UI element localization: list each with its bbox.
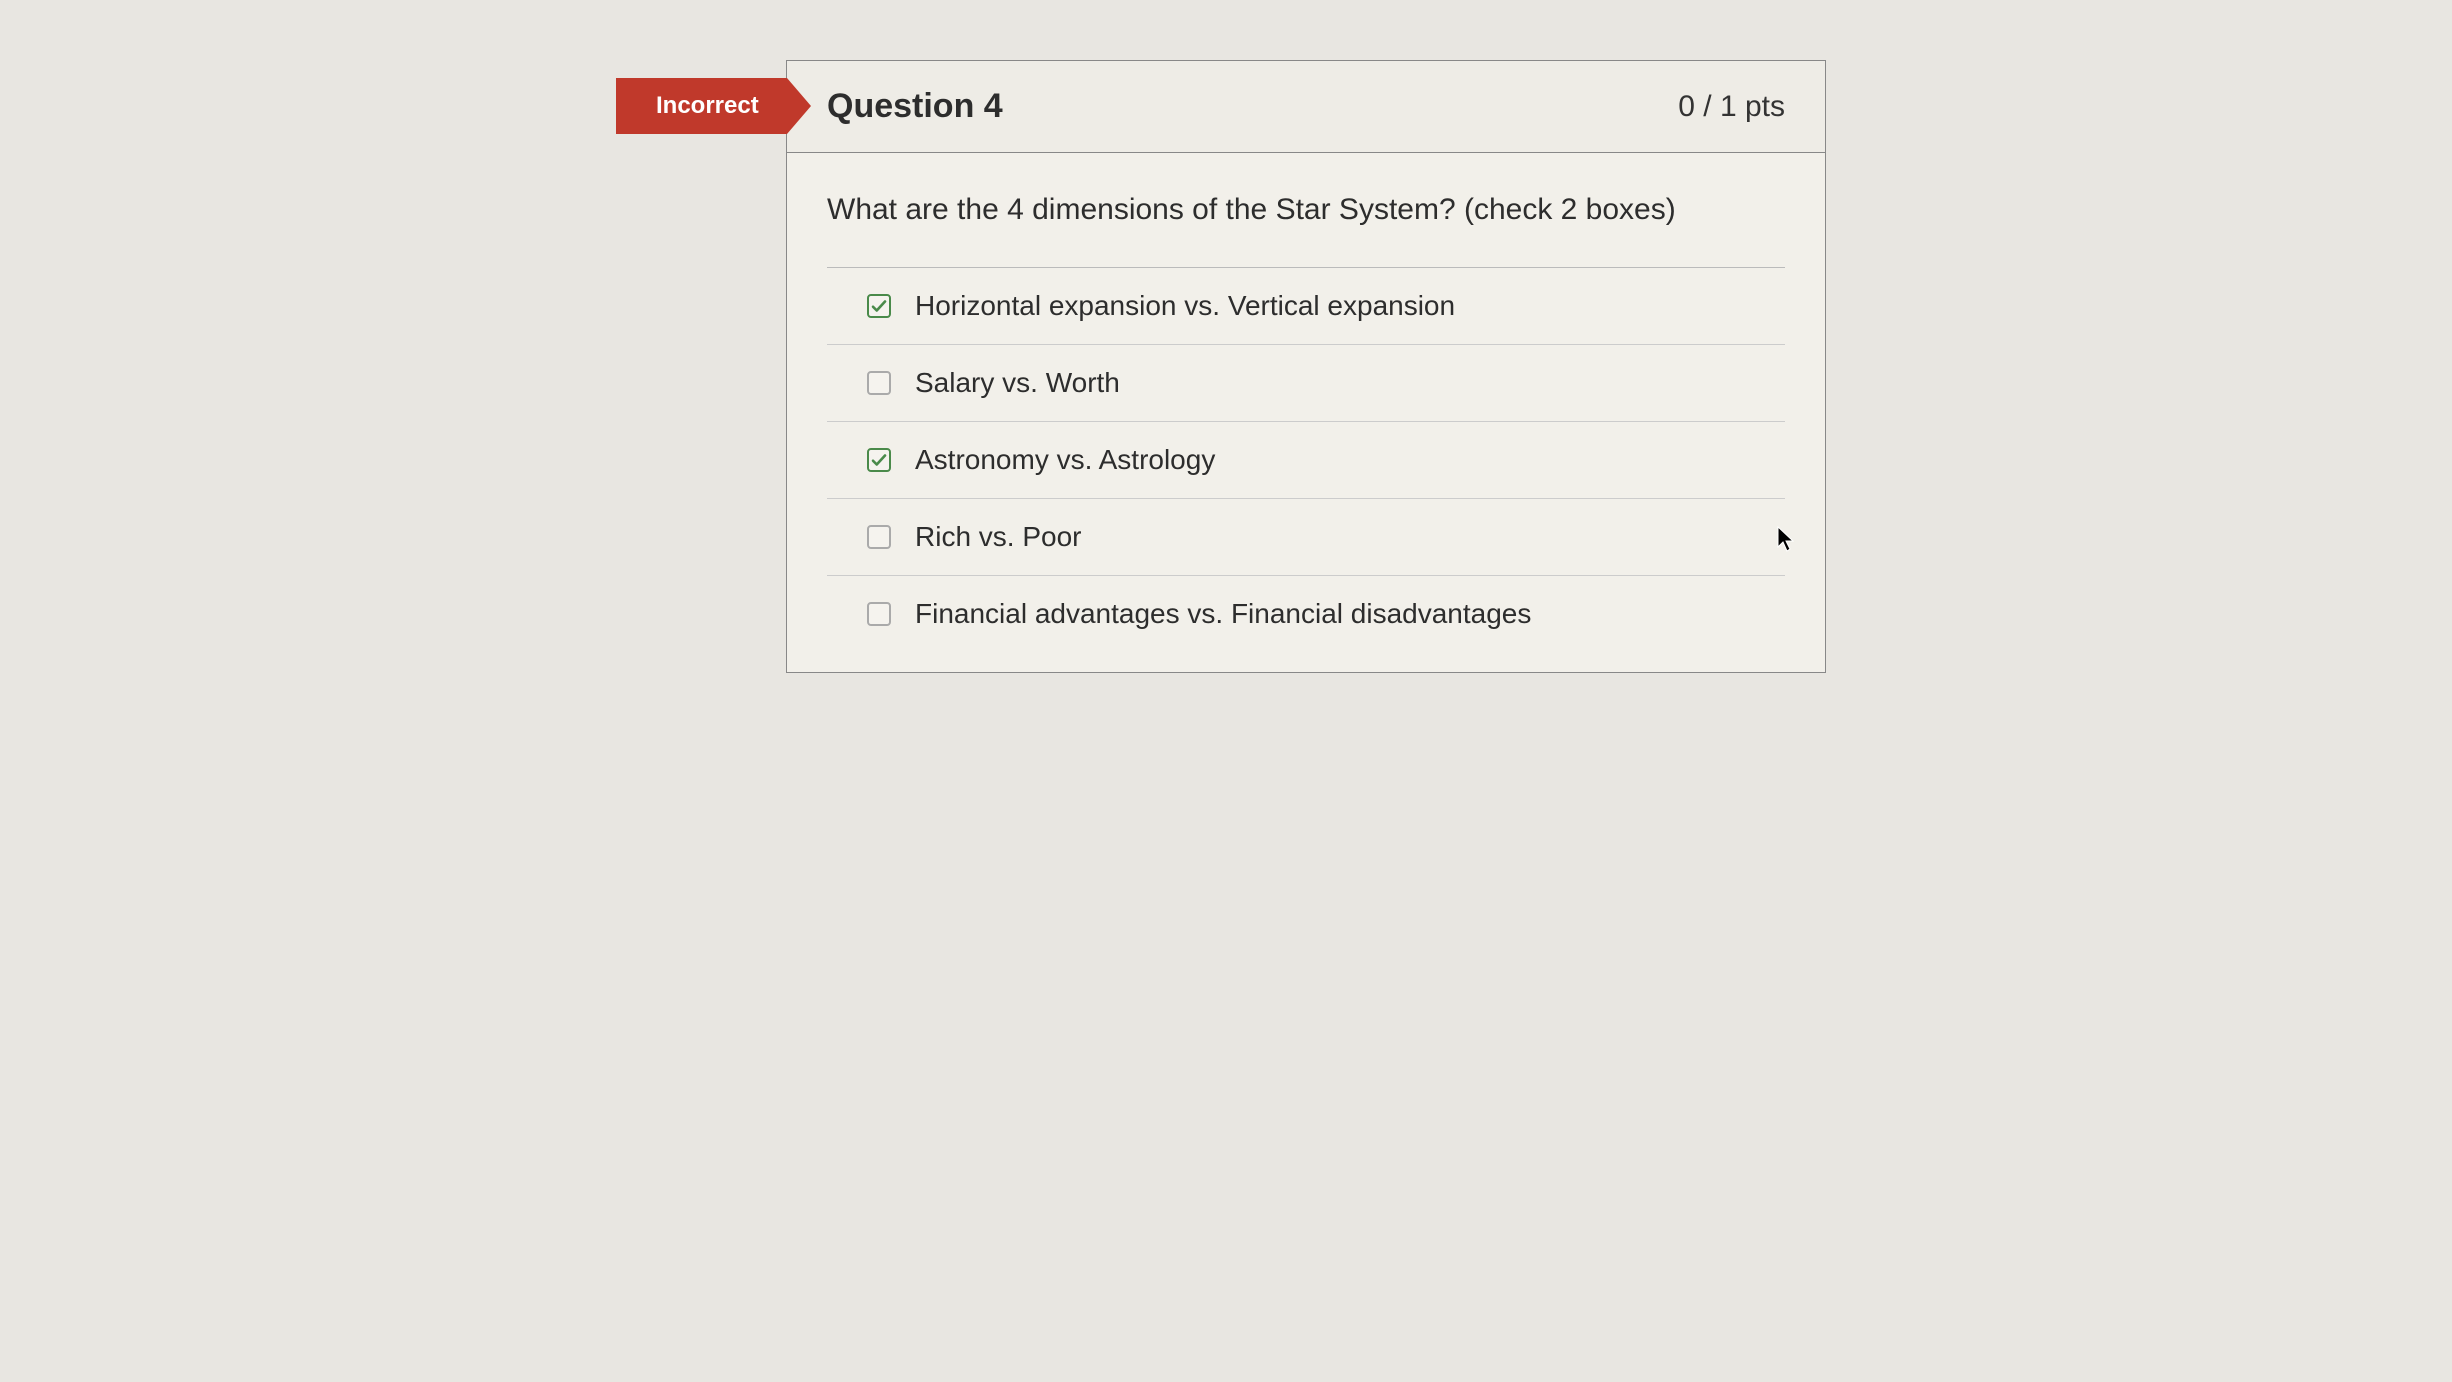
answer-label: Horizontal expansion vs. Vertical expans… — [915, 290, 1455, 322]
status-badge: Incorrect — [616, 78, 787, 134]
question-text: What are the 4 dimensions of the Star Sy… — [827, 193, 1785, 227]
answer-row[interactable]: Horizontal expansion vs. Vertical expans… — [827, 268, 1785, 345]
question-card: Question 4 0 / 1 pts What are the 4 dime… — [786, 60, 1826, 673]
answers-list: Horizontal expansion vs. Vertical expans… — [827, 267, 1785, 652]
question-points: 0 / 1 pts — [1678, 90, 1785, 124]
answer-row[interactable]: Astronomy vs. Astrology — [827, 422, 1785, 499]
answer-label: Rich vs. Poor — [915, 521, 1082, 553]
answer-row[interactable]: Rich vs. Poor — [827, 499, 1785, 576]
checkbox-icon[interactable] — [867, 525, 891, 549]
answer-row[interactable]: Salary vs. Worth — [827, 345, 1785, 422]
question-header: Question 4 0 / 1 pts — [787, 61, 1825, 153]
checkbox-icon[interactable] — [867, 448, 891, 472]
question-title: Question 4 — [827, 87, 1003, 126]
question-wrapper: Incorrect Question 4 0 / 1 pts What are … — [626, 60, 1826, 673]
answer-label: Salary vs. Worth — [915, 367, 1120, 399]
question-body: What are the 4 dimensions of the Star Sy… — [787, 153, 1825, 672]
answer-label: Financial advantages vs. Financial disad… — [915, 598, 1531, 630]
checkbox-icon[interactable] — [867, 602, 891, 626]
answer-row[interactable]: Financial advantages vs. Financial disad… — [827, 576, 1785, 652]
status-badge-label: Incorrect — [656, 92, 759, 119]
checkbox-icon[interactable] — [867, 294, 891, 318]
answer-label: Astronomy vs. Astrology — [915, 444, 1215, 476]
checkbox-icon[interactable] — [867, 371, 891, 395]
